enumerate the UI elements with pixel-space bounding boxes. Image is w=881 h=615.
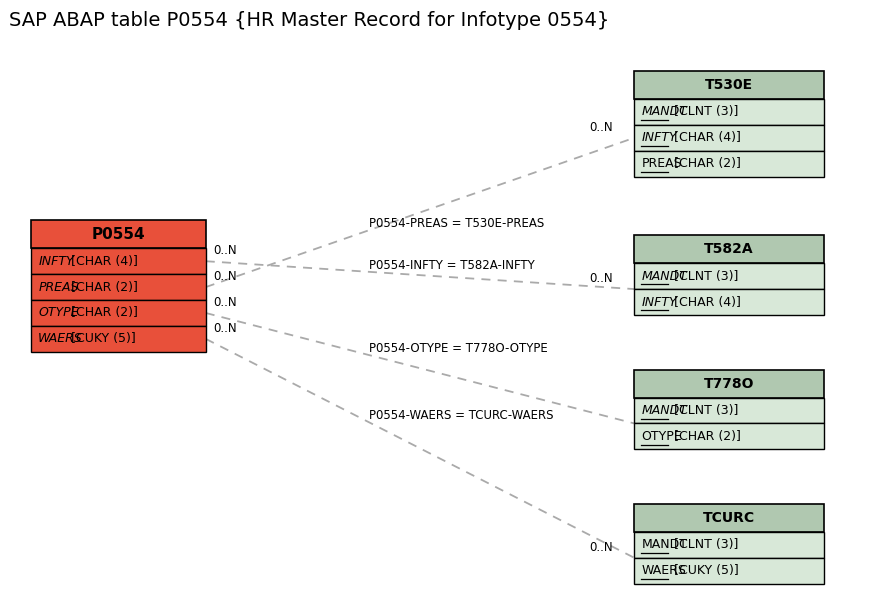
Text: MANDT: MANDT — [641, 404, 687, 417]
Text: [CHAR (4)]: [CHAR (4)] — [67, 255, 138, 268]
Text: 0..N: 0..N — [214, 322, 237, 335]
Bar — [32, 220, 206, 248]
Text: [CHAR (2)]: [CHAR (2)] — [67, 280, 138, 293]
Text: P0554: P0554 — [92, 227, 145, 242]
Text: T530E: T530E — [705, 78, 753, 92]
Text: P0554-OTYPE = T778O-OTYPE: P0554-OTYPE = T778O-OTYPE — [368, 342, 547, 355]
Text: MANDT: MANDT — [641, 269, 687, 283]
Bar — [634, 99, 824, 125]
Bar — [32, 326, 206, 352]
Text: [CLNT (3)]: [CLNT (3)] — [670, 404, 738, 417]
Text: 0..N: 0..N — [589, 272, 613, 285]
Text: 0..N: 0..N — [589, 541, 613, 554]
Text: 0..N: 0..N — [214, 270, 237, 283]
Bar — [32, 300, 206, 326]
Bar — [634, 370, 824, 397]
Text: [CUKY (5)]: [CUKY (5)] — [670, 565, 739, 577]
Bar — [634, 71, 824, 99]
Text: [CHAR (2)]: [CHAR (2)] — [670, 157, 741, 170]
Text: INFTY: INFTY — [641, 296, 677, 309]
Bar — [634, 558, 824, 584]
Text: [CHAR (2)]: [CHAR (2)] — [67, 306, 138, 319]
Bar — [634, 125, 824, 151]
Bar — [32, 248, 206, 274]
Bar — [634, 532, 824, 558]
Text: SAP ABAP table P0554 {HR Master Record for Infotype 0554}: SAP ABAP table P0554 {HR Master Record f… — [10, 11, 610, 30]
Text: INFTY: INFTY — [641, 131, 677, 145]
Bar — [634, 236, 824, 263]
Text: [CLNT (3)]: [CLNT (3)] — [670, 538, 738, 552]
Text: OTYPE: OTYPE — [38, 306, 78, 319]
Text: P0554-INFTY = T582A-INFTY: P0554-INFTY = T582A-INFTY — [368, 259, 535, 272]
Text: [CHAR (4)]: [CHAR (4)] — [670, 131, 741, 145]
Text: INFTY: INFTY — [38, 255, 74, 268]
Text: 0..N: 0..N — [214, 244, 237, 257]
Text: TCURC: TCURC — [703, 511, 755, 525]
Bar — [32, 274, 206, 300]
Text: [CHAR (2)]: [CHAR (2)] — [670, 430, 741, 443]
Text: P0554-PREAS = T530E-PREAS: P0554-PREAS = T530E-PREAS — [368, 217, 544, 231]
Text: [CLNT (3)]: [CLNT (3)] — [670, 269, 738, 283]
Text: P0554-WAERS = TCURC-WAERS: P0554-WAERS = TCURC-WAERS — [368, 409, 553, 422]
Bar — [634, 504, 824, 532]
Bar — [634, 263, 824, 289]
Text: T582A: T582A — [704, 242, 754, 256]
Text: [CLNT (3)]: [CLNT (3)] — [670, 105, 738, 119]
Text: PREAS: PREAS — [641, 157, 682, 170]
Text: [CUKY (5)]: [CUKY (5)] — [67, 332, 136, 346]
Bar — [634, 397, 824, 424]
Text: WAERS: WAERS — [38, 332, 83, 346]
Text: [CHAR (4)]: [CHAR (4)] — [670, 296, 741, 309]
Text: MANDT: MANDT — [641, 538, 687, 552]
Text: WAERS: WAERS — [641, 565, 686, 577]
Text: 0..N: 0..N — [214, 296, 237, 309]
Text: PREAS: PREAS — [38, 280, 78, 293]
Bar — [634, 289, 824, 315]
Text: MANDT: MANDT — [641, 105, 687, 119]
Text: OTYPE: OTYPE — [641, 430, 682, 443]
Text: 0..N: 0..N — [589, 121, 613, 134]
Text: T778O: T778O — [704, 376, 754, 391]
Bar — [634, 151, 824, 177]
Bar — [634, 424, 824, 450]
